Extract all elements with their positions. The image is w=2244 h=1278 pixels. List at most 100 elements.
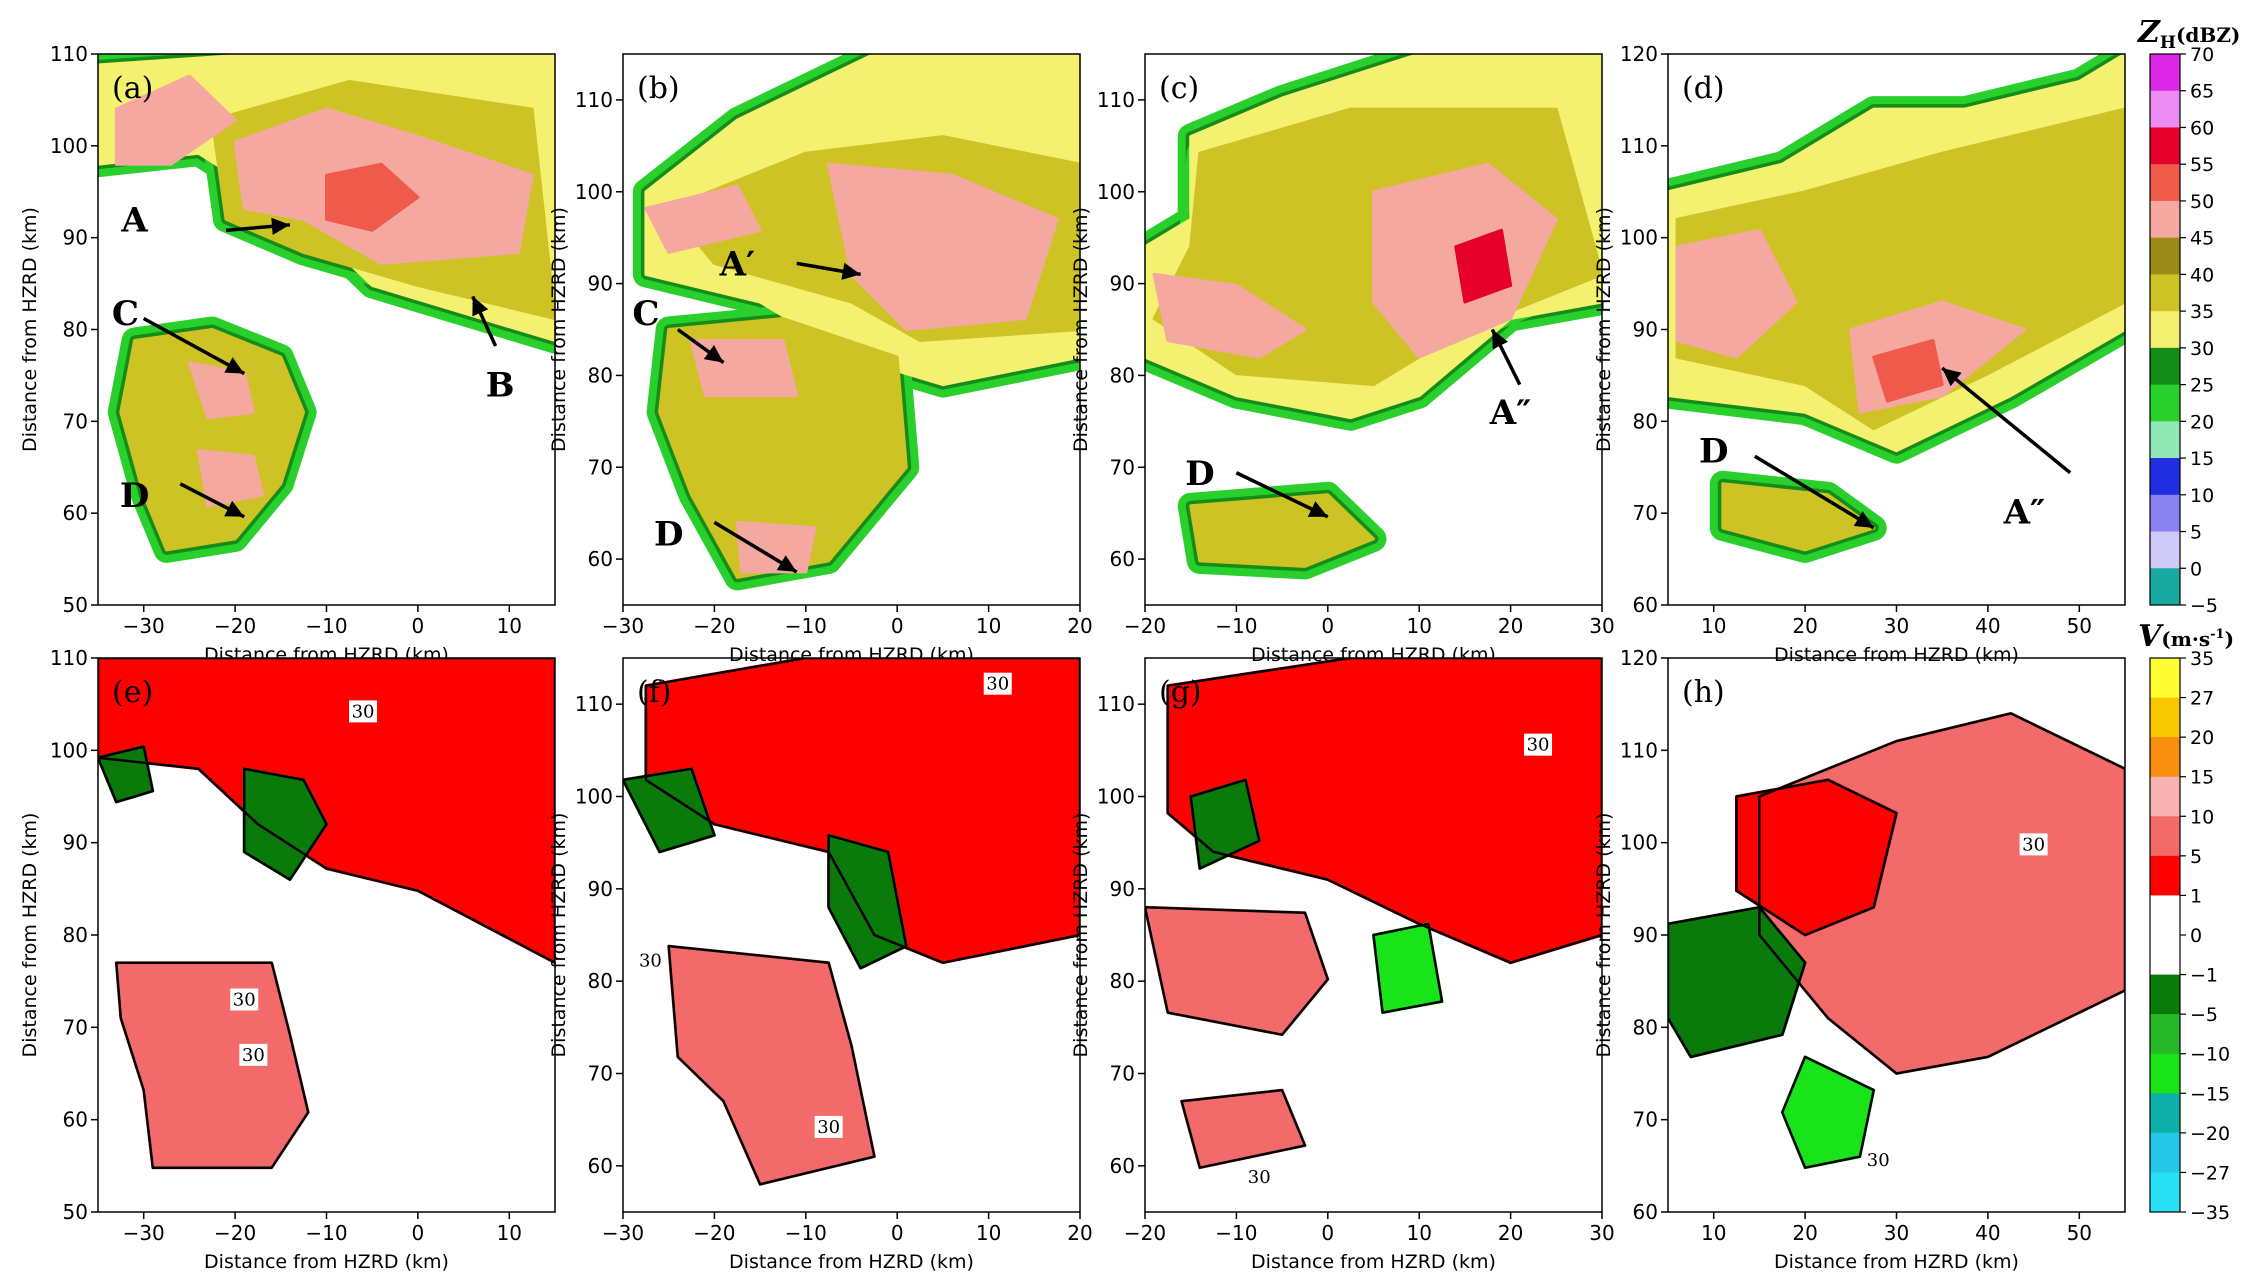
y-tick-label: 90 <box>1633 318 1658 342</box>
colorbar-tick-label: 10 <box>2190 806 2214 828</box>
annotation-label: A′ <box>719 244 755 284</box>
x-tick-label: 10 <box>976 614 1001 638</box>
annotation-arrow-shaft <box>1753 454 1875 530</box>
colorbar-tick-label: 55 <box>2190 154 2214 176</box>
x-axis-label: Distance from HZRD (km) <box>729 1251 974 1273</box>
y-tick-label: 100 <box>50 134 88 158</box>
y-tick-label: 50 <box>63 1200 88 1224</box>
y-tick-label: 70 <box>1110 455 1135 479</box>
colorbar-tick-label: 40 <box>2190 264 2214 286</box>
y-tick-label: 120 <box>1620 646 1658 670</box>
contour-30dbz <box>1166 658 1602 964</box>
y-tick-label: 100 <box>1620 226 1658 250</box>
contour-label: 30 <box>352 701 375 722</box>
contour-30dbz <box>98 658 555 964</box>
colorbar-title-symbol: V <box>2138 619 2164 654</box>
colorbar-segment <box>2150 935 2180 976</box>
colorbar-segment <box>2150 737 2180 778</box>
y-axis-label: Distance from HZRD (km) <box>1070 207 1092 452</box>
reflectivity-echo <box>735 520 817 574</box>
panel-frame <box>1144 53 1603 606</box>
x-tick-label: −20 <box>1124 1221 1166 1245</box>
contour-label: 30 <box>639 951 662 972</box>
colorbar-tick-label: −20 <box>2190 1123 2230 1145</box>
y-tick-label: 90 <box>63 226 88 250</box>
colorbar-tick-label: 60 <box>2190 117 2214 139</box>
y-tick-label: 70 <box>1633 501 1658 525</box>
reflectivity-echo <box>1721 482 1876 552</box>
annotation-arrow-head <box>703 345 724 363</box>
reflectivity-echo <box>114 74 237 166</box>
annotation-arrow-head <box>1492 329 1509 350</box>
y-tick-label: 80 <box>1110 363 1135 387</box>
x-tick-label: 0 <box>1321 1221 1334 1245</box>
contour-label: 30 <box>817 1117 840 1138</box>
y-axis-label: Distance from HZRD (km) <box>1593 813 1615 1058</box>
contour-label: 30 <box>1248 1167 1271 1188</box>
colorbar-segment <box>2150 164 2180 202</box>
contour-30dbz <box>644 658 1080 964</box>
contour-30dbz <box>623 767 716 854</box>
x-tick-label: 20 <box>1067 1221 1092 1245</box>
contour-label: 30 <box>242 1045 265 1066</box>
reflectivity-echo <box>1454 228 1513 304</box>
y-tick-label: 70 <box>588 1062 613 1086</box>
y-tick-label: 90 <box>1110 272 1135 296</box>
panel-label: (e) <box>112 675 153 710</box>
y-axis-label: Distance from HZRD (km) <box>548 813 570 1058</box>
colorbar-frame <box>2149 53 2181 606</box>
y-tick-label: 50 <box>63 593 88 617</box>
x-tick-label: 40 <box>1975 614 2000 638</box>
colorbars-layer: 7065605550454035302520151050−5ZH(dBZ)352… <box>2137 15 2240 1224</box>
x-tick-label: −10 <box>785 1221 827 1245</box>
colorbar-tick-label: −10 <box>2190 1044 2230 1066</box>
contour-30dbz <box>1372 922 1444 1014</box>
colorbar-segment <box>2150 531 2180 569</box>
y-tick-label: 80 <box>588 969 613 993</box>
x-tick-label: 30 <box>1589 1221 1614 1245</box>
panel-c: −20 −10 0 10 20 30 60 70 80 90 100 110 Distance from… <box>1070 53 1615 666</box>
colorbar-segment <box>2150 274 2180 312</box>
contour-30dbz <box>1758 712 2125 1075</box>
y-axis-label: Distance from HZRD (km) <box>19 813 41 1058</box>
panel-d: 10 20 30 40 50 60 70 80 90 100 110 120 Distance from… <box>1593 42 2126 666</box>
x-tick-label: −20 <box>214 1221 256 1245</box>
panel-field-h <box>1668 711 2125 1170</box>
x-tick-label: 10 <box>1701 1221 1726 1245</box>
colorbar-tick-label: 30 <box>2190 338 2214 360</box>
colorbar-tick-label: −5 <box>2190 595 2218 617</box>
colorbar-segment <box>2150 697 2180 738</box>
contour-30dbz <box>98 745 155 804</box>
contour-30dbz <box>1668 906 1807 1059</box>
x-tick-label: −20 <box>214 614 256 638</box>
contour-30dbz <box>1189 778 1261 870</box>
panel-field-a <box>98 54 555 563</box>
reflectivity-echo <box>325 162 420 232</box>
contour-label: 30 <box>1527 735 1550 756</box>
y-tick-label: 110 <box>575 692 613 716</box>
annotation-label: C <box>632 294 659 334</box>
panel-b: −30 −20 −10 0 10 20 60 70 80 90 100 110 Distance fro… <box>548 53 1093 666</box>
y-tick-label: 90 <box>588 272 613 296</box>
colorbar-segment <box>2150 855 2180 896</box>
annotation-arrow-shaft <box>1941 366 2072 475</box>
colorbar-segment <box>2150 237 2180 275</box>
panel-label: (b) <box>637 71 680 106</box>
colorbar-tick-label: 35 <box>2190 301 2214 323</box>
annotation-arrow-head <box>841 262 861 280</box>
x-tick-label: −30 <box>602 614 644 638</box>
colorbar-segment <box>2150 895 2180 936</box>
y-tick-label: 70 <box>63 1015 88 1039</box>
x-tick-label: 0 <box>1321 614 1334 638</box>
x-axis-label: Distance from HZRD (km) <box>1774 1251 2019 1273</box>
annotation-arrow-head <box>1307 501 1328 517</box>
colorbar-segment <box>2150 384 2180 422</box>
contour-30dbz <box>667 944 876 1186</box>
colorbar-segment <box>2150 54 2180 92</box>
colorbar-tick-label: 0 <box>2190 925 2202 947</box>
colorbar-segment <box>2150 458 2180 496</box>
colorbar-tick-label: −1 <box>2190 965 2218 987</box>
y-tick-label: 110 <box>50 42 88 66</box>
